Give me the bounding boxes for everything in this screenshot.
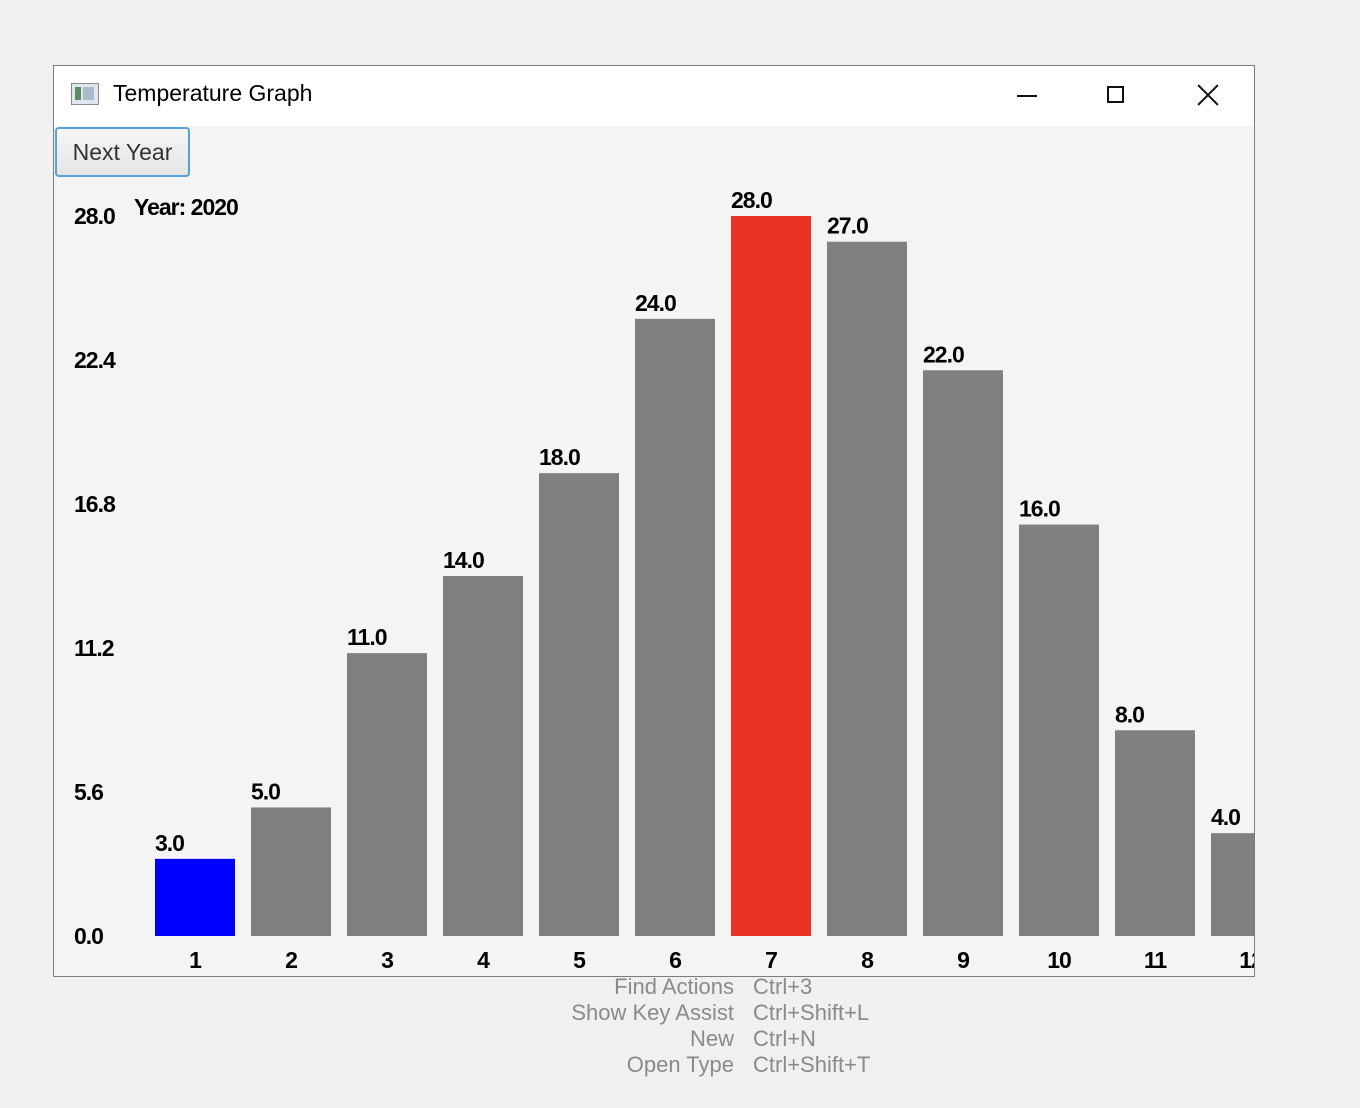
bar-value-label: 4.0 [1211,804,1240,830]
x-tick-label: 11 [1144,947,1168,973]
shortcut-key: Ctrl+3 [753,974,813,999]
x-tick-label: 9 [957,947,969,973]
bar-value-label: 18.0 [539,444,580,470]
year-label: Year: 2020 [134,194,239,220]
key-assist-overlay: Find Actions Ctrl+3 Show Key Assist Ctrl+Sh… [570,974,870,1078]
x-tick-label: 4 [477,947,490,973]
bar-month-5 [539,473,619,936]
temperature-graph-window: Temperature Graph Next Year 0.0 5.6 11.2 16… [53,65,1255,977]
shortcut-name: New [689,1026,734,1051]
close-icon [1196,83,1220,107]
bar-value-label: 22.0 [923,341,964,367]
shortcut-row: Show Key Assist Ctrl+Shift+L [570,1000,870,1026]
bar-month-7 [731,216,811,936]
shortcut-row: New Ctrl+N [570,1026,870,1052]
shortcut-name: Find Actions [614,974,734,999]
shortcut-name: Open Type [626,1052,734,1077]
y-tick-label: 22.4 [74,347,116,373]
x-tick-label: 12 [1239,947,1254,973]
maximize-button[interactable] [1071,66,1161,126]
bar-month-3 [347,653,427,936]
minimize-button[interactable] [981,66,1071,126]
bar-value-label: 5.0 [251,778,280,804]
window-title: Temperature Graph [113,80,313,106]
shortcut-row: Open Type Ctrl+Shift+T [570,1052,871,1078]
shortcut-key: Ctrl+N [753,1026,816,1051]
shortcut-name: Show Key Assist [571,1000,734,1025]
maximize-icon [1107,86,1124,103]
bar-month-8 [827,241,907,936]
y-tick-label: 28.0 [74,203,115,229]
bar-value-label: 8.0 [1115,701,1144,727]
y-tick-label: 0.0 [74,923,103,949]
shortcut-key: Ctrl+Shift+T [753,1052,871,1077]
title-bar[interactable]: Temperature Graph [54,66,1254,126]
bar-month-4 [443,576,523,936]
y-tick-label: 11.2 [74,635,114,661]
temperature-bar-chart: 0.0 5.6 11.2 16.8 22.4 28.0 3.0 1 5.0 2 11.0 3 14.0 4… [74,187,1254,973]
bar-value-label: 24.0 [635,290,676,316]
x-tick-label: 1 [189,947,202,973]
y-tick-label: 5.6 [74,779,103,805]
bar-month-2 [251,807,331,936]
minimize-icon [1017,95,1037,97]
x-tick-label: 8 [861,947,874,973]
bar-month-1 [155,858,235,936]
x-tick-label: 2 [285,947,297,973]
bar-value-label: 11.0 [347,624,387,650]
x-tick-label: 5 [573,947,586,973]
y-tick-label: 16.8 [74,491,116,517]
window-app-icon [71,83,99,105]
bar-month-9 [923,370,1003,936]
close-button[interactable] [1161,66,1251,126]
x-tick-label: 7 [765,947,777,973]
bar-month-12 [1211,833,1254,936]
bar-month-11 [1115,730,1195,936]
bar-month-10 [1019,524,1099,936]
shortcut-row: Find Actions Ctrl+3 [570,974,870,1000]
bar-value-label: 27.0 [827,213,868,239]
bar-value-label: 16.0 [1019,496,1060,522]
bar-value-label: 28.0 [731,187,772,213]
bar-month-6 [635,318,715,936]
bar-value-label: 14.0 [443,547,484,573]
next-year-button[interactable]: Next Year [55,127,190,177]
x-tick-label: 6 [669,947,681,973]
x-tick-label: 10 [1047,947,1071,973]
x-tick-label: 3 [381,947,393,973]
bar-value-label: 3.0 [155,830,184,856]
shortcut-key: Ctrl+Shift+L [753,1000,870,1025]
